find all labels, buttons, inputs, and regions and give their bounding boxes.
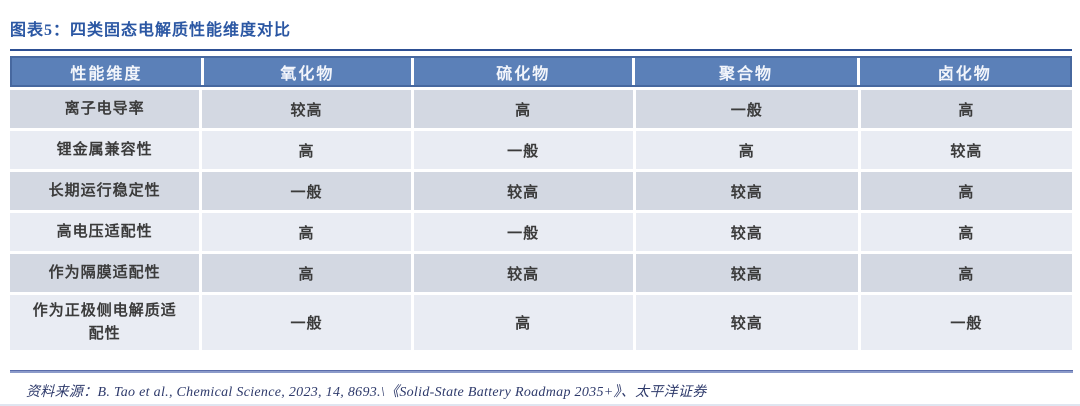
row-label: 作为正极侧电解质适配性 [10,295,200,350]
cell-value: 高 [860,90,1072,128]
cell-value: 高 [860,172,1072,210]
table-row: 作为隔膜适配性 高 较高 较高 高 [10,254,1072,292]
bottom-edge-line [0,404,1080,406]
table-row: 作为正极侧电解质适配性 一般 高 较高 一般 [10,295,1072,350]
cell-value: 高 [413,90,633,128]
cell-value: 一般 [202,295,411,350]
title-rule [10,49,1072,51]
column-header-oxide: 氧化物 [203,58,412,85]
row-label-text: 长期运行稳定性 [48,182,161,199]
row-label: 作为隔膜适配性 [10,254,200,292]
column-header-dimension: 性能维度 [12,58,201,85]
cell-value: 高 [202,131,411,169]
cell-value: 较高 [202,90,411,128]
cell-value: 高 [860,213,1072,251]
cell-value: 较高 [635,172,858,210]
row-label-text: 离子电导率 [64,100,145,117]
row-label: 长期运行稳定性 [10,172,200,210]
row-label-text: 高电压适配性 [56,223,153,240]
cell-value: 较高 [635,254,858,292]
table-row: 长期运行稳定性 一般 较高 较高 高 [10,172,1072,210]
row-label: 高电压适配性 [10,213,200,251]
table-row: 高电压适配性 高 一般 较高 高 [10,213,1072,251]
table-header-row: 性能维度 氧化物 硫化物 聚合物 卤化物 [10,56,1072,87]
figure-title: 图表5：四类固态电解质性能维度对比 [10,22,292,39]
cell-value: 高 [860,254,1072,292]
table-row: 离子电导率 较高 高 一般 高 [10,90,1072,128]
cell-value: 一般 [413,213,633,251]
row-label: 离子电导率 [10,90,200,128]
footer-rule [10,370,1073,373]
row-label: 锂金属兼容性 [10,131,200,169]
row-label-text: 锂金属兼容性 [56,141,153,158]
cell-value: 高 [413,295,633,350]
column-header-halide: 卤化物 [859,58,1070,85]
source-note: 资料来源：B. Tao et al., Chemical Science, 20… [26,385,707,400]
cell-value: 高 [202,254,411,292]
cell-value: 较高 [635,295,858,350]
cell-value: 高 [635,131,858,169]
row-label-text: 作为隔膜适配性 [48,264,161,281]
cell-value: 较高 [635,213,858,251]
row-label-text: 作为正极侧电解质适配性 [32,303,177,342]
cell-value: 高 [202,213,411,251]
column-header-polymer: 聚合物 [635,58,857,85]
cell-value: 一般 [413,131,633,169]
cell-value: 较高 [413,254,633,292]
table-row: 锂金属兼容性 高 一般 高 较高 [10,131,1072,169]
cell-value: 一般 [635,90,858,128]
cell-value: 较高 [413,172,633,210]
column-header-sulfide: 硫化物 [414,58,633,85]
cell-value: 较高 [860,131,1072,169]
cell-value: 一般 [860,295,1072,350]
cell-value: 一般 [202,172,411,210]
performance-table: 性能维度 氧化物 硫化物 聚合物 卤化物 离子电导率 较高 高 一般 高 锂金属… [10,56,1072,350]
